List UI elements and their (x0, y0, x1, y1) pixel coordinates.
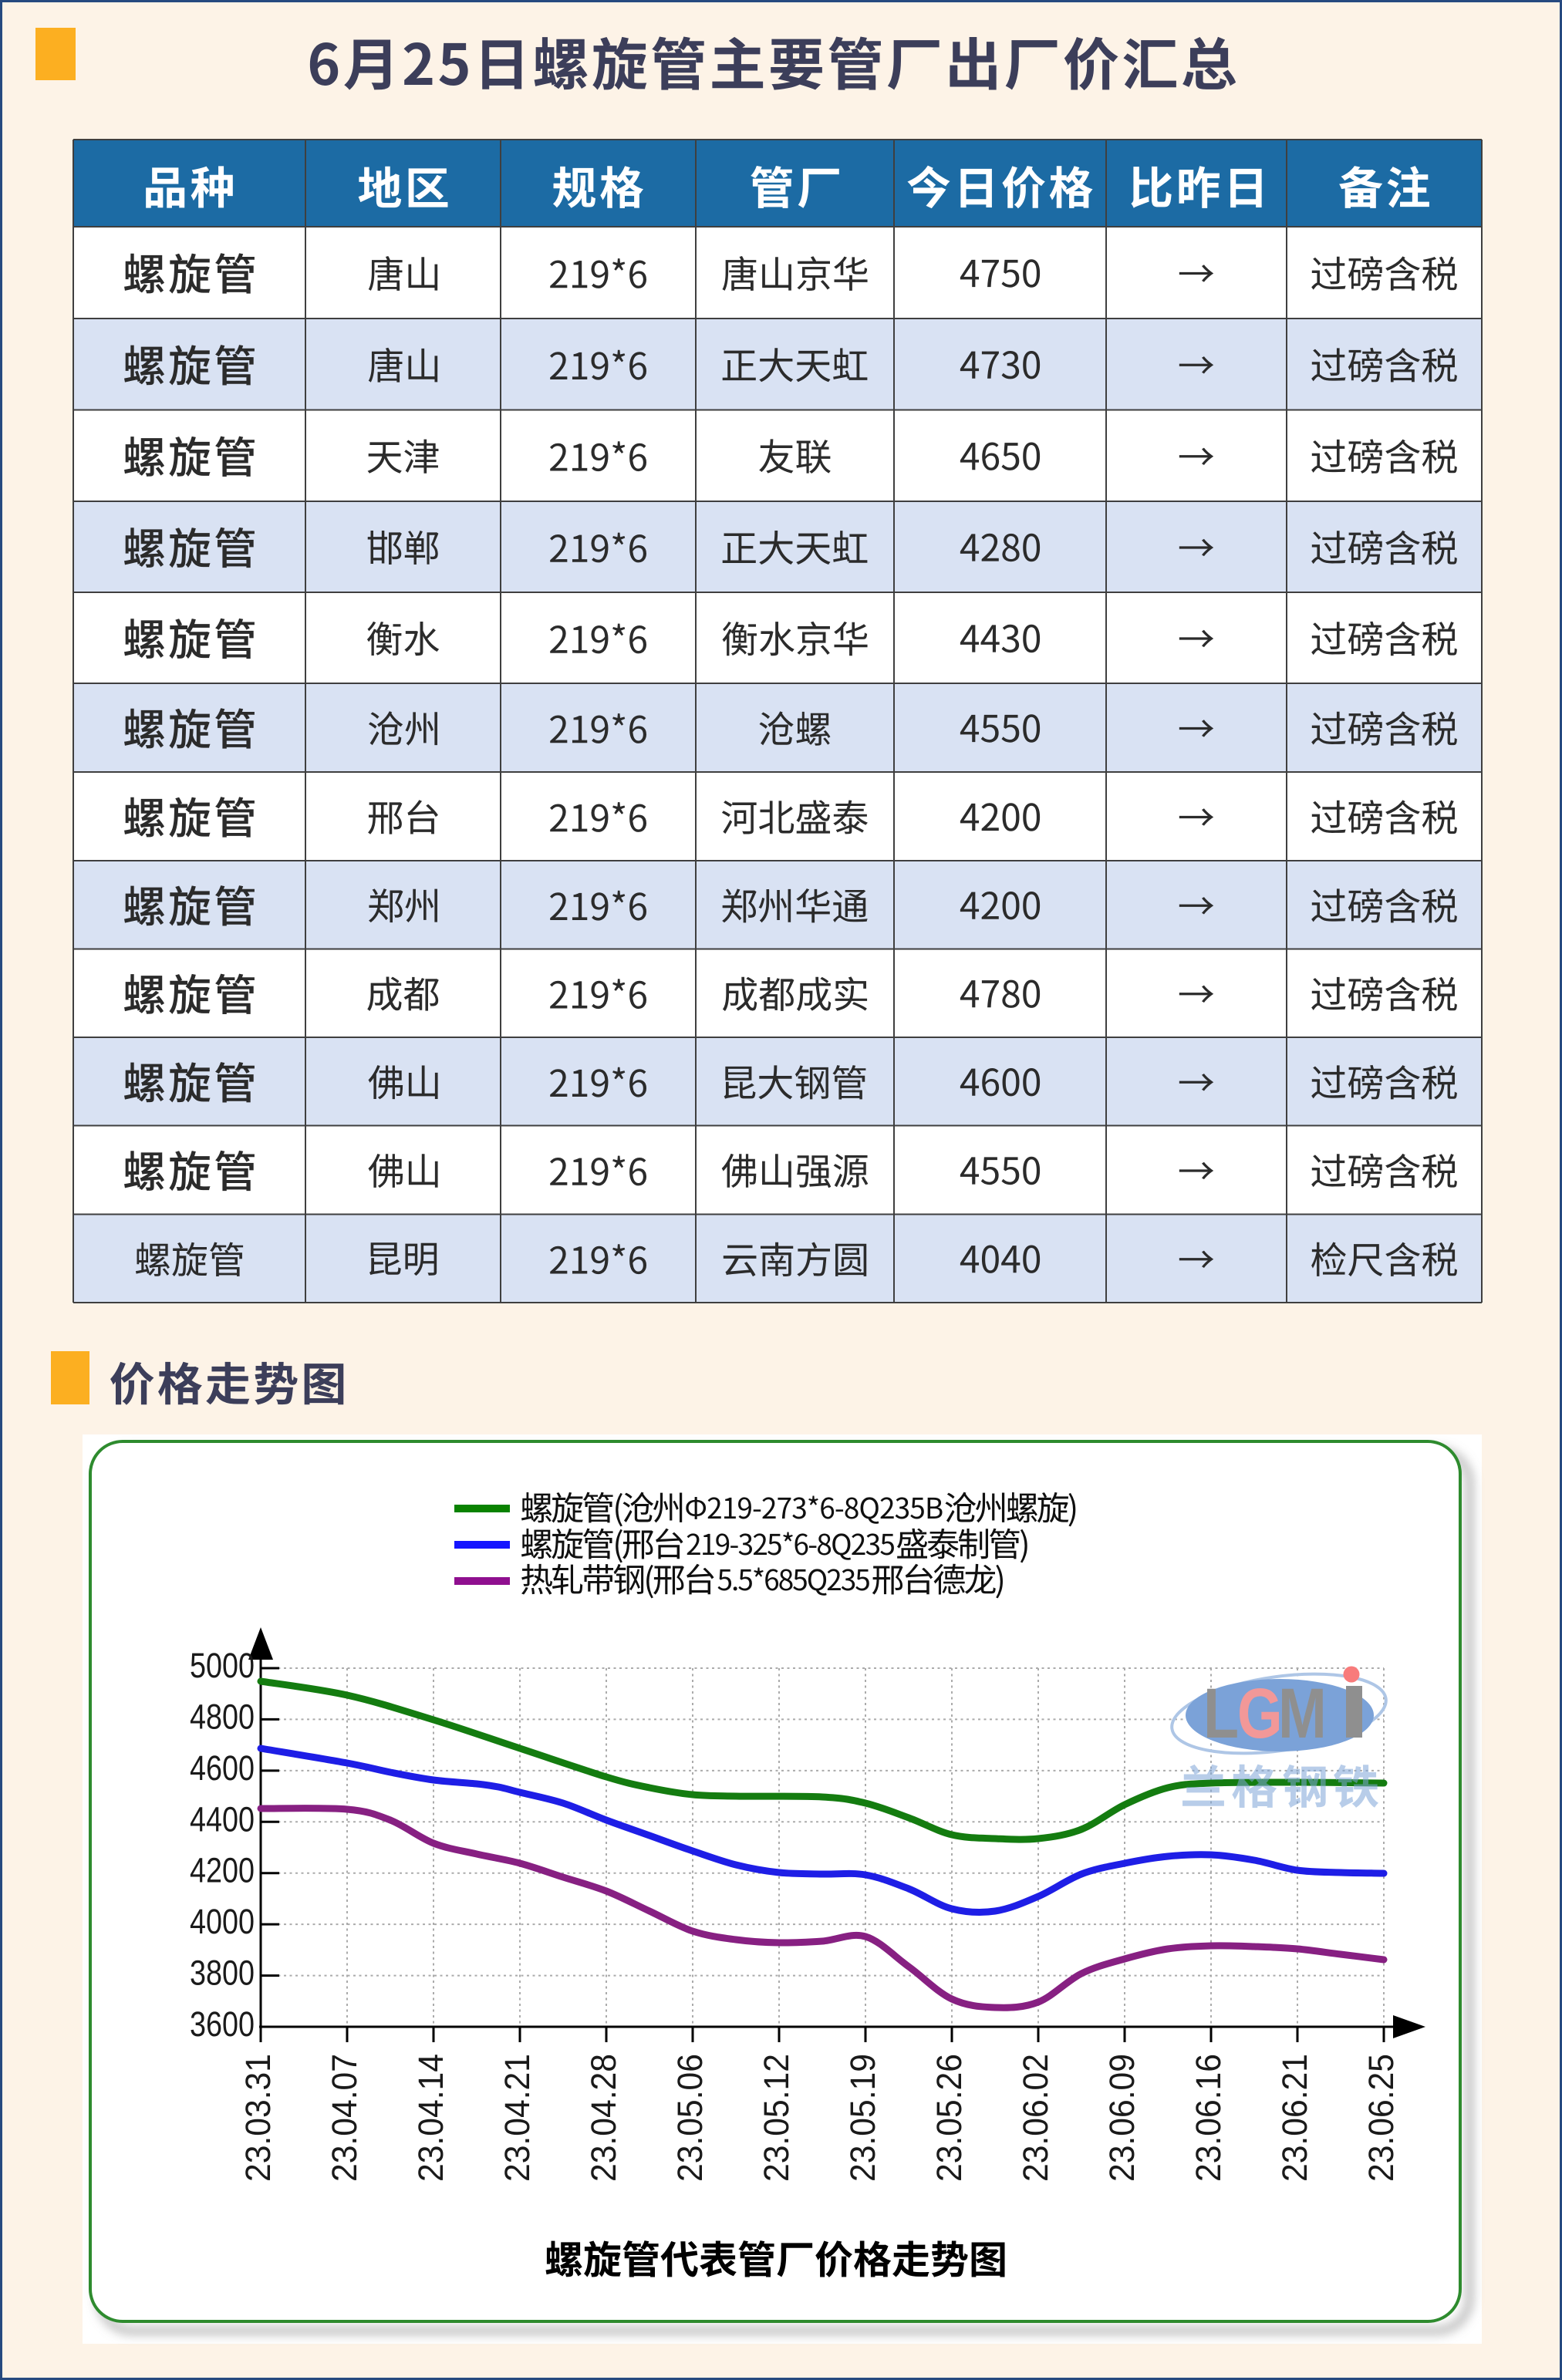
svg-text:4400: 4400 (190, 1799, 255, 1839)
svg-text:23.04.21: 23.04.21 (498, 2054, 537, 2182)
svg-text:23.06.21: 23.06.21 (1275, 2054, 1314, 2182)
svg-text:4600: 4600 (190, 1748, 255, 1788)
svg-text:23.06.25: 23.06.25 (1361, 2054, 1401, 2182)
svg-text:23.04.07: 23.04.07 (325, 2054, 364, 2182)
svg-text:M: M (1278, 1674, 1327, 1753)
svg-text:23.04.14: 23.04.14 (411, 2054, 450, 2182)
svg-text:23.05.12: 23.05.12 (757, 2054, 796, 2182)
svg-text:G: G (1237, 1674, 1283, 1753)
svg-text:23.03.31: 23.03.31 (238, 2054, 278, 2182)
svg-text:23.06.02: 23.06.02 (1016, 2054, 1055, 2182)
svg-text:L: L (1203, 1674, 1239, 1753)
svg-text:4800: 4800 (190, 1697, 255, 1736)
svg-text:3800: 3800 (190, 1954, 255, 1993)
svg-text:23.06.09: 23.06.09 (1102, 2054, 1142, 2182)
svg-text:23.05.06: 23.05.06 (670, 2054, 710, 2182)
svg-text:23.04.28: 23.04.28 (584, 2054, 623, 2182)
svg-text:23.05.19: 23.05.19 (843, 2054, 882, 2182)
svg-text:23.05.26: 23.05.26 (929, 2054, 969, 2182)
svg-text:23.06.16: 23.06.16 (1189, 2054, 1228, 2182)
svg-text:4200: 4200 (190, 1851, 255, 1890)
svg-text:3600: 3600 (190, 2004, 255, 2044)
svg-text:4000: 4000 (190, 1902, 255, 1941)
svg-text:5000: 5000 (190, 1646, 255, 1685)
